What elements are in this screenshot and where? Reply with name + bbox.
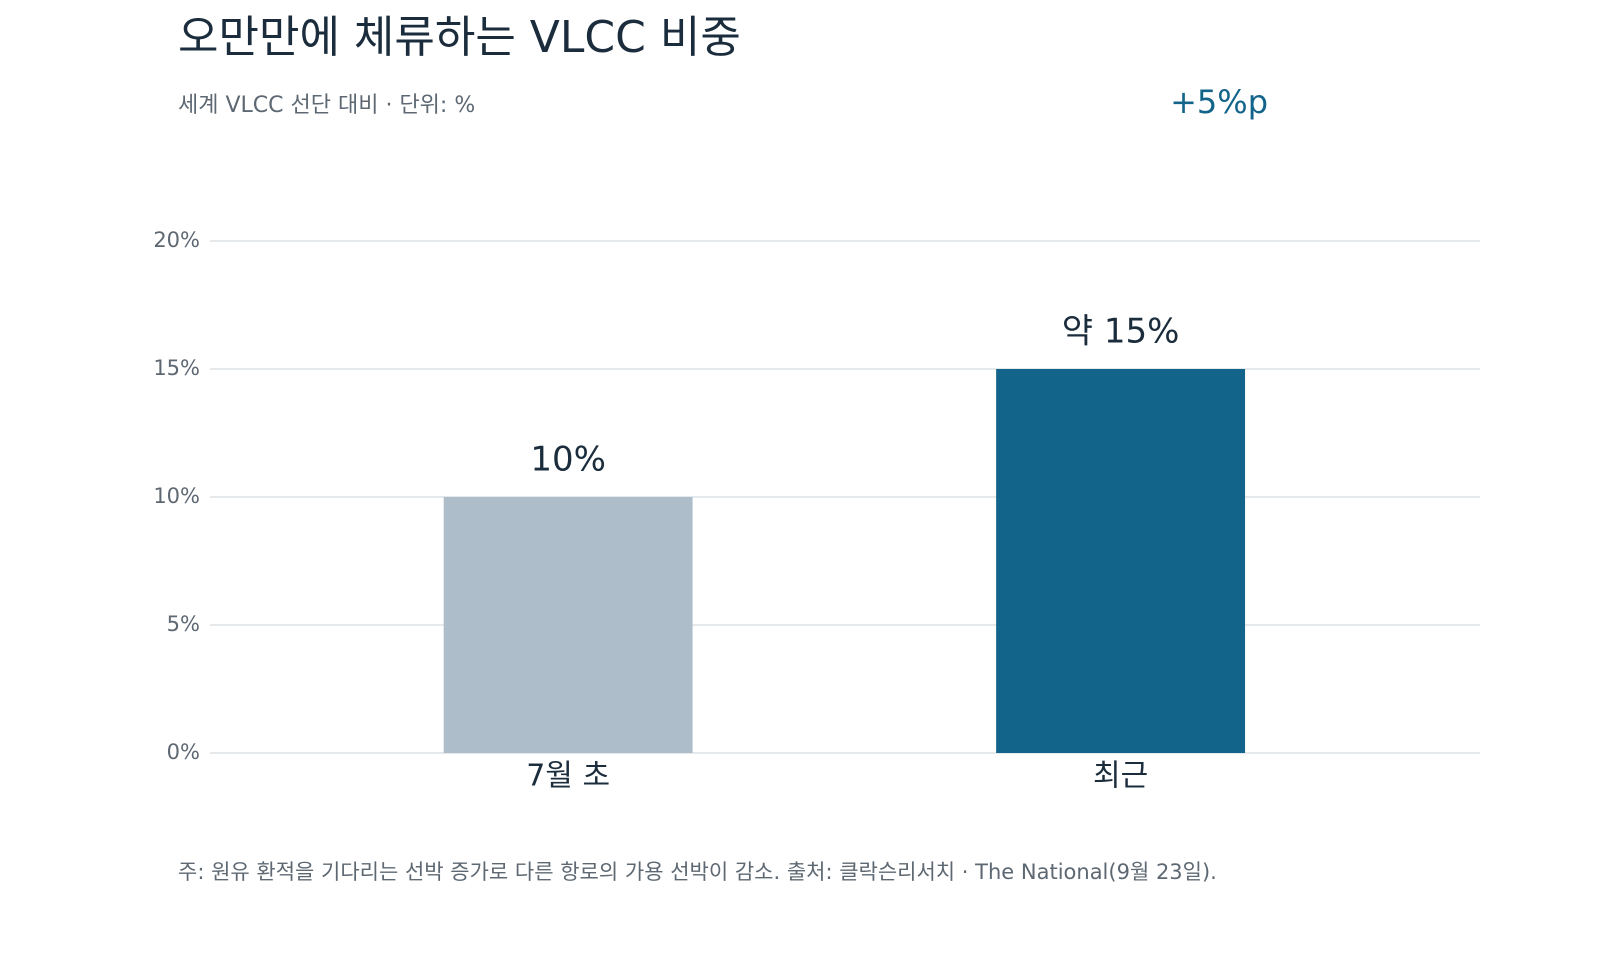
bar <box>443 497 693 753</box>
y-tick-label: 5% <box>167 612 200 636</box>
x-tick-label: 7월 초 <box>526 759 610 794</box>
y-tick-label: 15% <box>153 356 200 380</box>
value-label: 약 15% <box>1062 312 1180 352</box>
note: 주: 원유 환적을 기다리는 선박 증가로 다른 항로의 가용 선박이 감소. … <box>178 860 1217 884</box>
annotation: +5%p <box>1170 83 1268 121</box>
y-tick-label: 10% <box>153 484 200 508</box>
value-label: 10% <box>530 440 606 480</box>
y-tick-label: 20% <box>153 228 200 252</box>
y-tick-label: 0% <box>167 740 200 764</box>
chart-subtitle: 세계 VLCC 선단 대비 · 단위: % <box>178 93 475 118</box>
chart-title: 오만만에 체류하는 VLCC 비중 <box>178 12 741 63</box>
bar <box>996 369 1246 753</box>
x-tick-label: 최근 <box>1093 759 1148 794</box>
